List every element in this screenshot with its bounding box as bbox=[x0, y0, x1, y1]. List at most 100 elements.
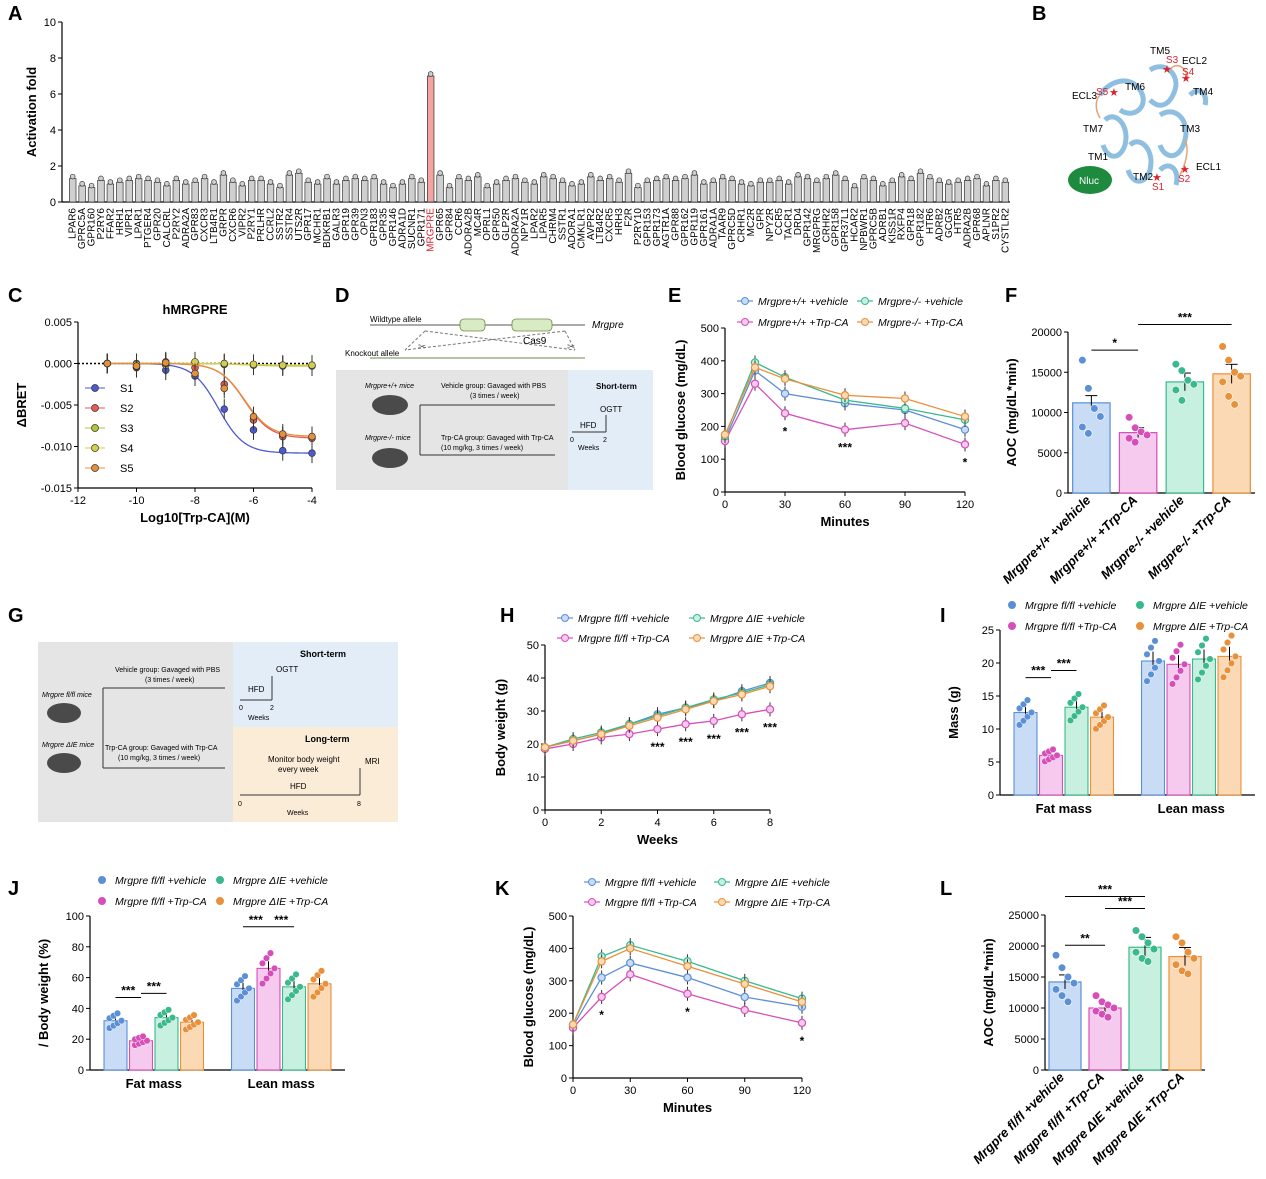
data-point bbox=[1131, 423, 1140, 432]
bar bbox=[332, 183, 341, 203]
x-category-label: SSTR2 bbox=[275, 208, 286, 241]
legend-marker bbox=[588, 878, 596, 886]
x-category-label: ADRA1D bbox=[397, 208, 408, 249]
label-s4: S4 bbox=[1182, 67, 1195, 78]
data-point bbox=[946, 179, 952, 185]
y-tick-label: 25 bbox=[982, 625, 994, 637]
x-category-label: HTR5 bbox=[953, 208, 964, 235]
weeks-label: Weeks bbox=[287, 810, 309, 817]
x-tick-label: 120 bbox=[793, 1085, 811, 1097]
short-term-label: Short-term bbox=[300, 649, 346, 659]
cut-line bbox=[564, 330, 576, 351]
x-category-label: CRHR1 bbox=[737, 208, 748, 243]
legend-label: Mrgpre ΔIE +vehicle bbox=[233, 875, 328, 887]
bar bbox=[945, 183, 953, 203]
week-2-label: 2 bbox=[603, 437, 607, 444]
bar bbox=[803, 178, 812, 203]
bar bbox=[1128, 946, 1162, 1071]
data-point bbox=[625, 721, 634, 731]
data-point bbox=[107, 179, 114, 185]
y-tick-label: 15000 bbox=[1008, 972, 1039, 984]
y-tick-label: 0.005 bbox=[44, 317, 72, 329]
data-point bbox=[653, 175, 660, 182]
data-point bbox=[960, 440, 970, 449]
bar bbox=[474, 176, 482, 203]
data-point bbox=[1149, 944, 1159, 954]
x-category-label: ADRB2 bbox=[934, 208, 945, 242]
x-category-label: GPR bbox=[755, 208, 766, 230]
y-tick-label: 40 bbox=[72, 1003, 84, 1015]
bar bbox=[295, 172, 303, 203]
short-term-box bbox=[233, 642, 398, 727]
data-point bbox=[840, 391, 850, 400]
data-point bbox=[309, 993, 318, 1001]
data-point bbox=[1177, 396, 1186, 405]
data-point bbox=[380, 179, 387, 185]
data-point bbox=[1194, 675, 1202, 683]
data-point bbox=[267, 179, 274, 185]
bar bbox=[850, 187, 859, 203]
legend-marker bbox=[718, 878, 726, 886]
data-point bbox=[69, 173, 76, 180]
label-s5: S5 bbox=[1096, 87, 1109, 98]
legend-label: Mrgpre fl/fl +vehicle bbox=[578, 613, 669, 625]
legend-label: Mrgpre fl/fl +vehicle bbox=[605, 877, 696, 889]
x-category-label: MC4R bbox=[473, 208, 484, 236]
legend-marker bbox=[693, 634, 701, 642]
x-category-label: LTB4R1 bbox=[209, 208, 220, 244]
data-point bbox=[597, 957, 606, 966]
label-tm5: TM5 bbox=[1150, 46, 1170, 57]
data-point bbox=[626, 944, 635, 953]
loop-ecl1 bbox=[1179, 139, 1188, 176]
legend-marker bbox=[98, 876, 106, 884]
legend-label: S4 bbox=[120, 443, 133, 455]
bar bbox=[398, 183, 407, 203]
y-tick-label: 300 bbox=[549, 976, 567, 988]
data-point bbox=[814, 177, 820, 183]
data-point bbox=[795, 172, 801, 178]
significance-label: * bbox=[963, 455, 968, 469]
significance-label: * bbox=[783, 424, 788, 438]
x-category-label: MCHR1 bbox=[313, 208, 324, 244]
x-category-label: GPR68 bbox=[972, 208, 983, 241]
data-point bbox=[974, 173, 980, 180]
bar bbox=[568, 185, 576, 203]
helix-tm4 bbox=[1188, 88, 1209, 106]
legend-label: Mrgpre ΔIE +Trp-CA bbox=[233, 896, 328, 908]
x-category-label: GPR142 bbox=[802, 208, 813, 247]
x-category-label: GPR88 bbox=[671, 208, 682, 241]
bar bbox=[304, 181, 312, 203]
x-category-label: P2RY1 bbox=[247, 208, 258, 240]
bar bbox=[671, 180, 680, 203]
data-point bbox=[1180, 660, 1189, 668]
x-category-label: VIPR1 bbox=[124, 208, 135, 237]
panel-label-a: A bbox=[8, 3, 22, 25]
data-point bbox=[1224, 356, 1233, 365]
x-group-label: Lean mass bbox=[248, 1076, 315, 1091]
cut-line bbox=[424, 330, 576, 351]
bar bbox=[926, 178, 934, 203]
data-point bbox=[361, 175, 368, 182]
y-tick-label: 0 bbox=[533, 805, 539, 817]
bar bbox=[577, 183, 586, 203]
x-tick-label: 6 bbox=[711, 817, 717, 829]
data-point bbox=[113, 1009, 122, 1017]
legend-marker bbox=[1008, 601, 1016, 609]
y-tick-label: 10000 bbox=[1008, 1003, 1039, 1015]
bar bbox=[540, 176, 548, 203]
x-category-label: GPRC5A bbox=[77, 208, 88, 249]
data-point bbox=[258, 959, 267, 967]
bar bbox=[954, 181, 962, 203]
data-point bbox=[900, 418, 910, 428]
bar bbox=[464, 180, 472, 203]
data-point bbox=[1070, 694, 1079, 702]
data-point bbox=[103, 359, 111, 368]
panel-i-mass: 0 5 10 15 20 25 Mass (g) Fat mass Lean mass *** **… bbox=[946, 600, 1255, 816]
x-axis-title: Minutes bbox=[820, 514, 869, 529]
week-0-label: 0 bbox=[238, 801, 242, 808]
data-point bbox=[313, 971, 322, 979]
data-point bbox=[1131, 948, 1141, 957]
y-tick-label: 0 bbox=[713, 487, 719, 499]
data-point bbox=[1053, 751, 1061, 759]
y-tick-label: 25000 bbox=[1008, 910, 1039, 922]
